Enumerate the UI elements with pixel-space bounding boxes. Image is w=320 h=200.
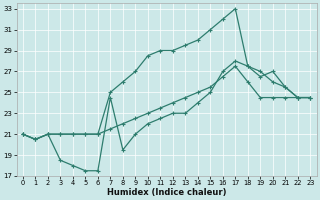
X-axis label: Humidex (Indice chaleur): Humidex (Indice chaleur) <box>107 188 226 197</box>
